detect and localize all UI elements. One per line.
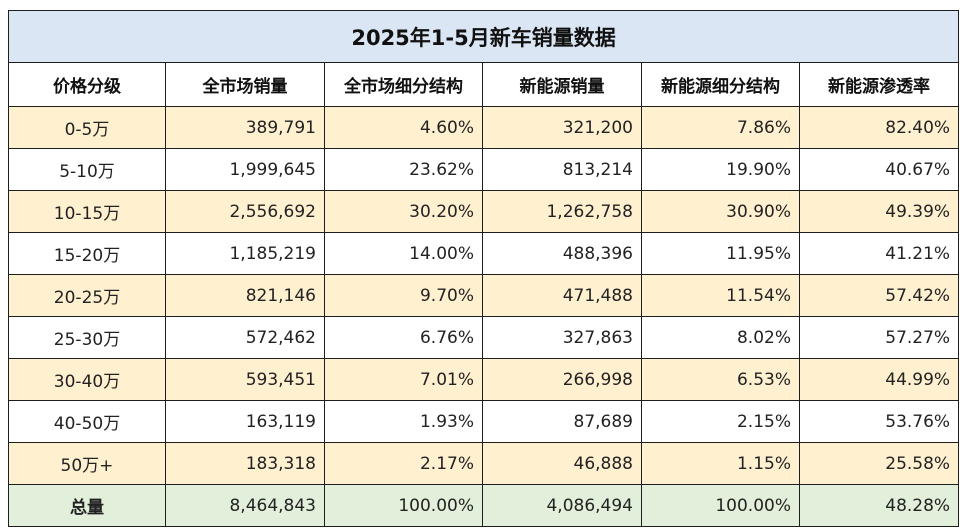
header-nev-share: 新能源细分结构 [641,62,800,107]
nev-penetration-cell: 53.76% [798,400,960,443]
market-sales-cell: 572,462 [165,316,325,359]
nev-penetration-cell: 41.21% [798,232,960,275]
total-nev-penetration-cell: 48.28% [798,484,960,527]
total-market-share-cell: 100.00% [324,484,483,527]
nev-share-cell: 1.15% [641,442,800,485]
market-share-cell: 14.00% [324,232,483,275]
nev-share-cell: 11.95% [641,232,800,275]
header-market-share: 全市场细分结构 [324,62,483,107]
table-row: 15-20万 1,185,219 14.00% 488,396 11.95% 41.21% [8,232,960,275]
header-row: 价格分级 全市场销量 全市场细分结构 新能源销量 新能源细分结构 新能源渗透率 [8,62,960,107]
market-sales-cell: 183,318 [165,442,325,485]
nev-share-cell: 30.90% [641,190,800,233]
header-market-sales: 全市场销量 [165,62,325,107]
nev-share-cell: 7.86% [641,106,800,149]
market-share-cell: 30.20% [324,190,483,233]
title-row: 2025年1-5月新车销量数据 [7,10,960,63]
market-sales-cell: 1,999,645 [165,148,325,191]
price-tier-cell: 0-5万 [8,106,166,149]
table-body: 0-5万 389,791 4.60% 321,200 7.86% 82.40% 5-10万 1… [8,106,960,485]
table-row: 20-25万 821,146 9.70% 471,488 11.54% 57.42% [8,274,960,317]
table-row: 0-5万 389,791 4.60% 321,200 7.86% 82.40% [8,106,960,149]
price-tier-cell: 5-10万 [8,148,166,191]
table-row: 30-40万 593,451 7.01% 266,998 6.53% 44.99% [8,358,960,401]
market-share-cell: 9.70% [324,274,483,317]
total-row: 总量 8,464,843 100.00% 4,086,494 100.00% 48.28% [8,484,960,527]
table-title: 2025年1-5月新车销量数据 [7,10,960,63]
market-sales-cell: 1,185,219 [165,232,325,275]
nev-penetration-cell: 44.99% [798,358,960,401]
nev-penetration-cell: 82.40% [798,106,960,149]
nev-sales-cell: 266,998 [482,358,642,401]
nev-sales-cell: 488,396 [482,232,642,275]
nev-penetration-cell: 40.67% [798,148,960,191]
nev-penetration-cell: 25.58% [798,442,960,485]
nev-share-cell: 6.53% [641,358,800,401]
nev-sales-cell: 321,200 [482,106,642,149]
market-sales-cell: 821,146 [165,274,325,317]
price-tier-cell: 15-20万 [8,232,166,275]
market-share-cell: 7.01% [324,358,483,401]
market-share-cell: 6.76% [324,316,483,359]
price-tier-cell: 20-25万 [8,274,166,317]
total-nev-sales-cell: 4,086,494 [482,484,642,527]
price-tier-cell: 30-40万 [8,358,166,401]
nev-sales-cell: 813,214 [482,148,642,191]
nev-share-cell: 2.15% [641,400,800,443]
total-market-sales-cell: 8,464,843 [165,484,325,527]
nev-sales-cell: 1,262,758 [482,190,642,233]
header-nev-penetration: 新能源渗透率 [798,62,960,107]
price-tier-cell: 50万+ [8,442,166,485]
nev-share-cell: 19.90% [641,148,800,191]
market-sales-cell: 2,556,692 [165,190,325,233]
table-row: 5-10万 1,999,645 23.62% 813,214 19.90% 40.67% [8,148,960,191]
table-row: 10-15万 2,556,692 30.20% 1,262,758 30.90% 49.3… [8,190,960,233]
sales-data-sheet: 2025年1-5月新车销量数据 价格分级 全市场销量 全市场细分结构 新能源销量 新能源… [7,10,960,527]
market-share-cell: 23.62% [324,148,483,191]
nev-sales-cell: 46,888 [482,442,642,485]
market-sales-cell: 389,791 [165,106,325,149]
nev-share-cell: 11.54% [641,274,800,317]
price-tier-cell: 10-15万 [8,190,166,233]
table-row: 50万+ 183,318 2.17% 46,888 1.15% 25.58% [8,442,960,485]
nev-penetration-cell: 57.27% [798,316,960,359]
table-row: 25-30万 572,462 6.76% 327,863 8.02% 57.27% [8,316,960,359]
header-price-tier: 价格分级 [8,62,166,107]
nev-penetration-cell: 49.39% [798,190,960,233]
table-row: 40-50万 163,119 1.93% 87,689 2.15% 53.76% [8,400,960,443]
price-tier-cell: 40-50万 [8,400,166,443]
market-sales-cell: 593,451 [165,358,325,401]
market-share-cell: 1.93% [324,400,483,443]
nev-sales-cell: 471,488 [482,274,642,317]
market-sales-cell: 163,119 [165,400,325,443]
price-tier-cell: 25-30万 [8,316,166,359]
market-share-cell: 4.60% [324,106,483,149]
sales-table: 2025年1-5月新车销量数据 价格分级 全市场销量 全市场细分结构 新能源销量 新能源… [7,10,960,527]
market-share-cell: 2.17% [324,442,483,485]
nev-penetration-cell: 57.42% [798,274,960,317]
header-nev-sales: 新能源销量 [482,62,642,107]
nev-sales-cell: 87,689 [482,400,642,443]
total-label: 总量 [8,484,166,527]
total-nev-share-cell: 100.00% [641,484,800,527]
nev-share-cell: 8.02% [641,316,800,359]
nev-sales-cell: 327,863 [482,316,642,359]
